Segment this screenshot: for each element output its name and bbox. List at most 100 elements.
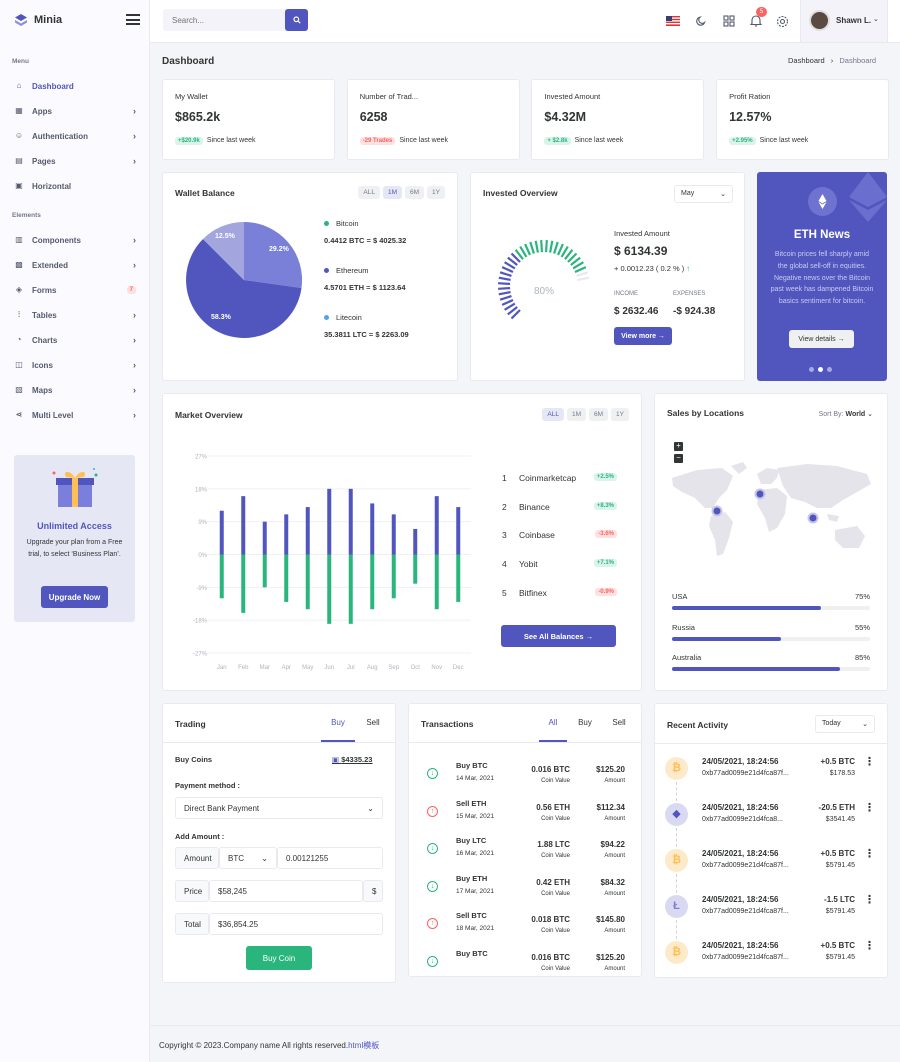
payment-method-value: Direct Bank Payment [184, 803, 260, 813]
news-title: ETH News [793, 229, 851, 241]
range-select[interactable]: Today ⌄ [815, 715, 875, 733]
apps-grid-icon[interactable] [723, 15, 735, 27]
tab-1m[interactable]: 1M [566, 408, 587, 421]
more-vertical-icon[interactable]: ⋮ [864, 756, 875, 768]
transaction-row[interactable]: ↑ Sell ETH 15 Mar, 2021 0.56 ETH Coin Value $… [409, 798, 641, 834]
sidebar-item-forms[interactable]: ◈ Forms 7 [14, 282, 136, 298]
exchange-row[interactable]: 5 Bitfinex -0.9% [499, 587, 617, 602]
settings-gear-icon[interactable] [776, 15, 789, 28]
more-vertical-icon[interactable]: ⋮ [864, 894, 875, 906]
tab-1m[interactable]: 1M [382, 186, 403, 199]
view-details-button[interactable]: View details → [789, 330, 854, 348]
arrow-down-circle-icon: ↓ [427, 955, 438, 967]
legend-value: 0.4412 BTC = $ 4025.32 [324, 236, 407, 245]
exchange-name: Bitfinex [519, 587, 547, 598]
file-icon: ▤ [15, 156, 23, 165]
us-flag-icon[interactable] [666, 16, 680, 26]
menu-toggle-icon[interactable] [126, 14, 140, 26]
tab-1y[interactable]: 1Y [611, 408, 629, 421]
footer: Copyright © 2023.Company name All rights… [150, 1025, 900, 1062]
transaction-amount-label: Amount [604, 928, 625, 934]
exchange-row[interactable]: 4 Yobit +7.1% [499, 559, 617, 573]
bar-negative [305, 554, 310, 610]
search-button[interactable] [285, 9, 308, 31]
more-vertical-icon[interactable]: ⋮ [864, 848, 875, 860]
exchange-row[interactable]: 3 Coinbase -3.6% [499, 530, 617, 544]
zoom-in-button[interactable]: + [674, 442, 683, 451]
month-select[interactable]: May ⌄ [674, 185, 733, 203]
tab-buy[interactable]: Buy [321, 718, 355, 742]
pie-icon: ◔ [16, 335, 22, 344]
tab-all[interactable]: All [539, 718, 567, 742]
transaction-date: 16 Mar, 2021 [456, 850, 494, 857]
more-vertical-icon[interactable]: ⋮ [864, 802, 875, 814]
transaction-row[interactable]: ↓ Buy LTC 16 Mar, 2021 1.88 LTC Coin Value $9… [409, 835, 641, 871]
transaction-row[interactable]: ↑ Sell BTC 18 Mar, 2021 0.018 BTC Coin Value… [409, 910, 641, 946]
transaction-row[interactable]: ↓ Buy BTC 14 Mar, 2021 0.016 BTC Coin Value $… [409, 760, 641, 796]
sidebar-item-label: Pages [32, 156, 56, 166]
user-dropdown[interactable]: Shawn L. ⌄ [800, 0, 888, 42]
moon-icon[interactable] [695, 15, 707, 27]
see-all-balances-label: See All Balances [523, 631, 584, 641]
sidebar-item-icons[interactable]: ◫ Icons › [14, 357, 136, 373]
sidebar-item-charts[interactable]: ◔ Charts › [14, 332, 136, 348]
tab-sell[interactable]: Sell [612, 718, 626, 727]
transaction-row[interactable]: ↓ Buy BTC 0.016 BTC Coin Value $125.20 Amount [409, 948, 641, 977]
pie-slice-litecoin [203, 222, 244, 280]
y-tick-label: 27% [195, 455, 208, 461]
total-input[interactable]: $36,854.25 [209, 913, 383, 935]
sidebar-item-tables[interactable]: ⫶ Tables › [14, 307, 136, 323]
sidebar-item-horizontal[interactable]: ▣ Horizontal [14, 178, 136, 194]
sidebar-item-pages[interactable]: ▤ Pages › [14, 153, 136, 169]
view-more-button[interactable]: View more → [614, 327, 672, 345]
tab-buy[interactable]: Buy [578, 718, 592, 727]
transaction-row[interactable]: ↓ Buy ETH 17 Mar, 2021 0.42 ETH Coin Value $8… [409, 873, 641, 909]
sidebar-item-components[interactable]: ▥ Components › [14, 232, 136, 248]
buy-coins-label: Buy Coins [175, 755, 213, 764]
see-all-balances-button[interactable]: See All Balances → [501, 625, 616, 647]
bell-icon[interactable] [750, 14, 762, 27]
tab-all[interactable]: ALL [358, 186, 380, 199]
price-input[interactable]: $58,245 [209, 880, 363, 902]
arrow-up-circle-icon: ↑ [427, 918, 438, 929]
stat-value: 12.57% [729, 110, 772, 124]
activity-hash: 0xb77ad0099e21d4fca8... [702, 816, 783, 823]
zoom-out-button[interactable]: − [674, 454, 683, 463]
tab-6m[interactable]: 6M [405, 186, 425, 199]
breadcrumb-link[interactable]: Dashboard [788, 56, 825, 65]
activity-row: ₿ 24/05/2021, 18:24:56 0xb77ad0099e21d4fca… [655, 755, 887, 801]
x-tick-label: Aug [367, 665, 378, 671]
tab-6m[interactable]: 6M [589, 408, 609, 421]
brand-logo[interactable]: Minia [14, 13, 62, 27]
activity-hash: 0xb77ad0099e21d4fca87f... [702, 770, 789, 777]
sort-dropdown[interactable]: Sort By: World ⌄ [819, 410, 873, 418]
y-tick-label: 9% [198, 520, 207, 526]
search-input[interactable] [163, 9, 285, 31]
sidebar-item-extended[interactable]: ▩ Extended › [14, 257, 136, 273]
payment-method-select[interactable]: Direct Bank Payment ⌄ [175, 797, 383, 819]
sidebar-item-dashboard[interactable]: ⌂ Dashboard [14, 78, 136, 94]
tab-sell[interactable]: Sell [366, 718, 380, 727]
buy-coin-button[interactable]: Buy Coin [246, 946, 312, 970]
stat-change-badge: -29 Trades [359, 137, 396, 145]
tab-1y[interactable]: 1Y [427, 186, 445, 199]
footer-link[interactable]: html模板 [348, 1041, 380, 1050]
sidebar-item-authentication[interactable]: ☺ Authentication › [14, 128, 136, 144]
carousel-dot-active[interactable] [818, 367, 823, 372]
stat-change-badge: +2.95% [729, 137, 756, 145]
coin-select[interactable]: BTC ⌄ [219, 847, 277, 869]
amount-input[interactable]: 0.00121255 [277, 847, 383, 869]
exchange-row[interactable]: 2 Binance +8.3% [499, 501, 617, 516]
exchange-row[interactable]: 1 Coinmarketcap +2.5% [499, 473, 617, 487]
tab-all[interactable]: ALL [542, 408, 564, 421]
carousel-dot[interactable] [827, 367, 832, 372]
bar-positive [241, 496, 246, 555]
x-tick-label: Dec [453, 665, 464, 671]
upgrade-now-button[interactable]: Upgrade Now [41, 586, 108, 608]
more-vertical-icon[interactable]: ⋮ [864, 940, 875, 952]
sidebar-item-multi-level[interactable]: ⋖ Multi Level › [14, 407, 136, 423]
legend-name: Litecoin [336, 313, 362, 322]
carousel-dot[interactable] [809, 367, 814, 372]
sidebar-item-maps[interactable]: ▧ Maps › [14, 382, 136, 398]
sidebar-item-apps[interactable]: ▦ Apps › [14, 103, 136, 119]
